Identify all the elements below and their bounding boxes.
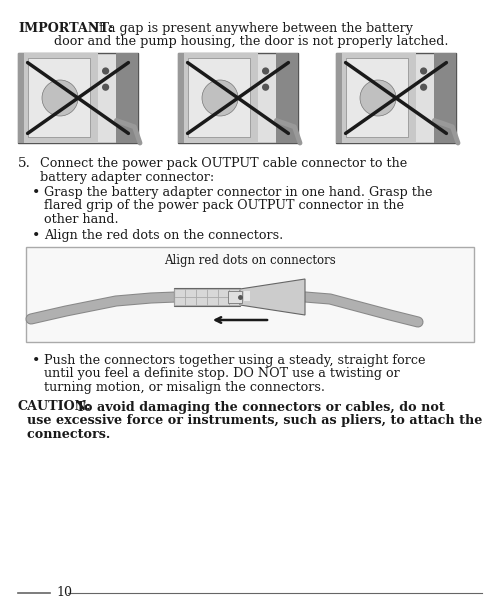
- Bar: [24, 53, 99, 143]
- Text: IMPORTANT:: IMPORTANT:: [18, 22, 113, 35]
- Text: •: •: [32, 186, 40, 200]
- Bar: [18, 53, 138, 143]
- Text: connectors.: connectors.: [18, 428, 110, 441]
- Text: other hand.: other hand.: [44, 213, 118, 226]
- Text: 10: 10: [56, 587, 72, 599]
- Text: turning motion, or misalign the connectors.: turning motion, or misalign the connecto…: [44, 381, 325, 394]
- Circle shape: [420, 67, 427, 75]
- Text: battery adapter connector:: battery adapter connector:: [40, 170, 214, 183]
- Text: door and the pump housing, the door is not properly latched.: door and the pump housing, the door is n…: [54, 35, 448, 48]
- Text: Connect the power pack OUTPUT cable connector to the: Connect the power pack OUTPUT cable conn…: [40, 157, 407, 170]
- Circle shape: [42, 80, 78, 116]
- Bar: [346, 57, 408, 137]
- Bar: [116, 53, 138, 143]
- Bar: [336, 53, 342, 143]
- Bar: [174, 288, 240, 306]
- Text: use excessive force or instruments, such as pliers, to attach the: use excessive force or instruments, such…: [18, 414, 482, 427]
- Text: Push the connectors together using a steady, straight force: Push the connectors together using a ste…: [44, 354, 426, 367]
- Bar: [18, 53, 24, 143]
- Bar: [244, 291, 250, 301]
- Text: •: •: [32, 229, 40, 243]
- Bar: [178, 53, 298, 143]
- Bar: [336, 53, 456, 143]
- Circle shape: [102, 84, 109, 91]
- Bar: [228, 291, 242, 303]
- Text: 5.: 5.: [18, 157, 31, 170]
- Text: If a gap is present anywhere between the battery: If a gap is present anywhere between the…: [90, 22, 413, 35]
- Bar: [26, 247, 474, 342]
- Circle shape: [420, 84, 427, 91]
- Bar: [276, 53, 298, 143]
- Bar: [342, 53, 416, 143]
- Bar: [28, 57, 90, 137]
- Circle shape: [262, 67, 269, 75]
- Text: Align the red dots on the connectors.: Align the red dots on the connectors.: [44, 229, 283, 241]
- Circle shape: [262, 84, 269, 91]
- Bar: [434, 53, 456, 143]
- Text: CAUTION:: CAUTION:: [18, 400, 92, 414]
- Circle shape: [202, 80, 238, 116]
- Polygon shape: [240, 279, 305, 315]
- Bar: [188, 57, 250, 137]
- Circle shape: [360, 80, 396, 116]
- Text: Align red dots on connectors: Align red dots on connectors: [164, 254, 336, 267]
- Text: To avoid damaging the connectors or cables, do not: To avoid damaging the connectors or cabl…: [76, 400, 445, 414]
- Text: •: •: [32, 354, 40, 368]
- Bar: [184, 53, 258, 143]
- Circle shape: [102, 67, 109, 75]
- Text: until you feel a definite stop. DO NOT use a twisting or: until you feel a definite stop. DO NOT u…: [44, 367, 400, 381]
- Text: Grasp the battery adapter connector in one hand. Grasp the: Grasp the battery adapter connector in o…: [44, 186, 432, 199]
- Text: flared grip of the power pack OUTPUT connector in the: flared grip of the power pack OUTPUT con…: [44, 200, 404, 213]
- Bar: [178, 53, 184, 143]
